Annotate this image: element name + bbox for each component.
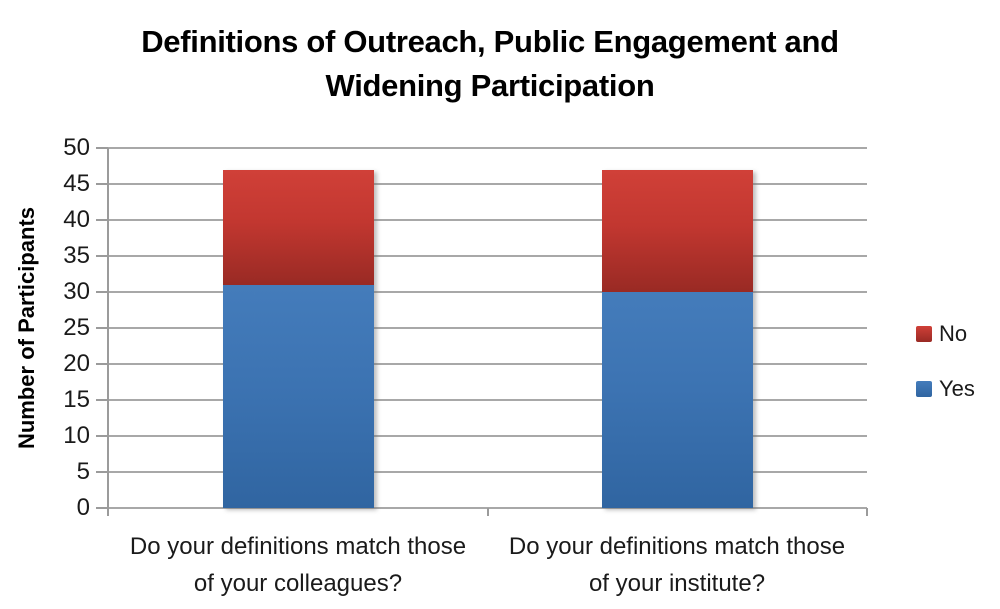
bar-segment-no [222, 169, 374, 285]
y-axis-tick [96, 291, 108, 293]
y-axis-tick [96, 435, 108, 437]
legend-label: Yes [939, 376, 975, 401]
y-tick-label: 40 [63, 206, 90, 233]
y-axis-tick [96, 363, 108, 365]
bar-segment-yes [602, 292, 753, 508]
y-axis-tick [96, 471, 108, 473]
y-axis-tick [96, 507, 108, 509]
bar-stack [602, 169, 753, 508]
y-tick-label: 25 [63, 314, 90, 341]
y-tick-label: 15 [63, 386, 90, 413]
legend-item-no: No [916, 321, 975, 347]
y-axis-tick [96, 255, 108, 257]
y-axis-tick [96, 327, 108, 329]
bar-segment-no [602, 169, 753, 292]
gridline [108, 363, 867, 365]
y-axis-tick [96, 399, 108, 401]
gridline [108, 399, 867, 401]
legend-item-yes: Yes [916, 376, 975, 402]
chart-title: Definitions of Outreach, Public Engageme… [141, 24, 839, 103]
legend-swatch-yes [916, 381, 932, 397]
legend-swatch-no [916, 326, 932, 342]
plot-area: 0 5 10 15 20 25 30 35 40 45 50 [63, 134, 868, 521]
y-tick-label: 20 [63, 350, 90, 377]
x-category-label-colleagues: Do your definitions match those of your … [129, 533, 467, 597]
y-axis-tick [96, 147, 108, 149]
gridline [108, 471, 867, 473]
y-tick-label: 0 [76, 494, 90, 521]
gridline [108, 183, 867, 185]
gridline [108, 219, 867, 221]
gridline [108, 147, 867, 149]
legend-label: No [939, 321, 968, 346]
gridline [108, 435, 867, 437]
x-category-label-institute: Do your definitions match those of your … [508, 533, 846, 597]
y-tick-label: 35 [63, 242, 90, 269]
legend: No Yes [916, 321, 975, 402]
y-tick-label: 5 [76, 458, 90, 485]
y-axis-line [107, 148, 109, 516]
gridline [108, 327, 867, 329]
y-axis-tick [96, 183, 108, 185]
bar-segment-yes [222, 284, 374, 508]
y-axis-tick [96, 219, 108, 221]
y-tick-label: 30 [63, 278, 90, 305]
x-axis-tick [486, 508, 489, 516]
x-axis-tick [866, 508, 868, 516]
gridline [108, 255, 867, 257]
y-tick-label: 45 [63, 170, 90, 197]
y-tick-label: 10 [63, 422, 90, 449]
y-tick-label: 50 [63, 134, 90, 161]
x-axis-tick [107, 508, 109, 516]
bar-stack [222, 169, 374, 508]
gridline [108, 291, 867, 293]
